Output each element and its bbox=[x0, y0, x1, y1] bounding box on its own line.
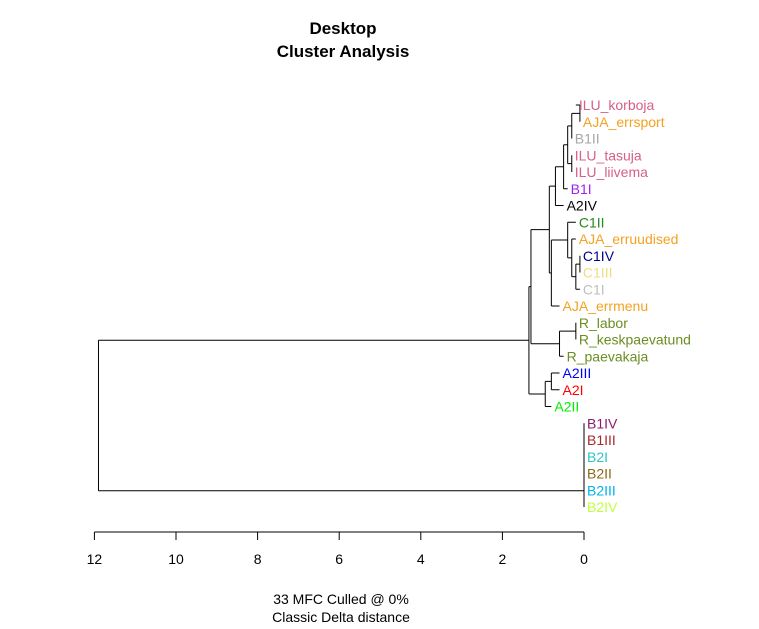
leaf-label: B1II bbox=[575, 131, 600, 147]
leaf-label: ILU_korboja bbox=[579, 97, 655, 113]
leaf-label: A2II bbox=[554, 399, 579, 415]
leaf-labels: ILU_korbojaAJA_errsportB1IIILU_tasujaILU… bbox=[554, 97, 691, 515]
leaf-label: C1IV bbox=[583, 248, 615, 264]
leaf-label: C1III bbox=[583, 265, 613, 281]
x-axis-tick-label: 2 bbox=[499, 551, 507, 567]
leaf-label: C1I bbox=[583, 281, 605, 297]
x-axis: 12 10 8 6 4 2 0 bbox=[87, 531, 588, 567]
leaf-label: ILU_liivema bbox=[575, 164, 648, 180]
chart-subtitle: Cluster Analysis bbox=[276, 42, 410, 61]
leaf-label: R_keskpaevatund bbox=[579, 332, 691, 348]
leaf-label: AJA_errsport bbox=[583, 114, 665, 130]
x-axis-tick-label: 10 bbox=[168, 551, 184, 567]
x-axis-tick-label: 8 bbox=[254, 551, 262, 567]
x-axis-tick-label: 12 bbox=[87, 551, 103, 567]
x-axis-label-line2: Classic Delta distance bbox=[272, 609, 410, 625]
leaf-label: AJA_erruudised bbox=[579, 231, 679, 247]
leaf-label: A2III bbox=[563, 365, 592, 381]
x-axis-label-line1: 33 MFC Culled @ 0% bbox=[273, 591, 409, 607]
leaf-label: B1IV bbox=[587, 415, 618, 431]
leaf-label: A2I bbox=[563, 382, 584, 398]
leaf-label: R_labor bbox=[579, 315, 628, 331]
leaf-label: B2IV bbox=[587, 499, 618, 515]
leaf-label: B1III bbox=[587, 432, 616, 448]
x-axis-tick-label: 0 bbox=[580, 551, 588, 567]
leaf-label: B2II bbox=[587, 466, 612, 482]
leaf-label: R_paevakaja bbox=[567, 348, 649, 364]
leaf-label: AJA_errmenu bbox=[563, 298, 649, 314]
leaf-label: B2I bbox=[587, 449, 608, 465]
tree-branches bbox=[97, 104, 585, 507]
x-axis-tick-label: 6 bbox=[335, 551, 343, 567]
leaf-label: C1II bbox=[579, 214, 605, 230]
x-axis-tick-label: 4 bbox=[417, 551, 425, 567]
leaf-label: ILU_tasuja bbox=[575, 147, 642, 163]
leaf-label: B2III bbox=[587, 482, 616, 498]
leaf-label: A2IV bbox=[567, 198, 598, 214]
chart-title: Desktop bbox=[309, 19, 377, 38]
leaf-label: B1I bbox=[571, 181, 592, 197]
